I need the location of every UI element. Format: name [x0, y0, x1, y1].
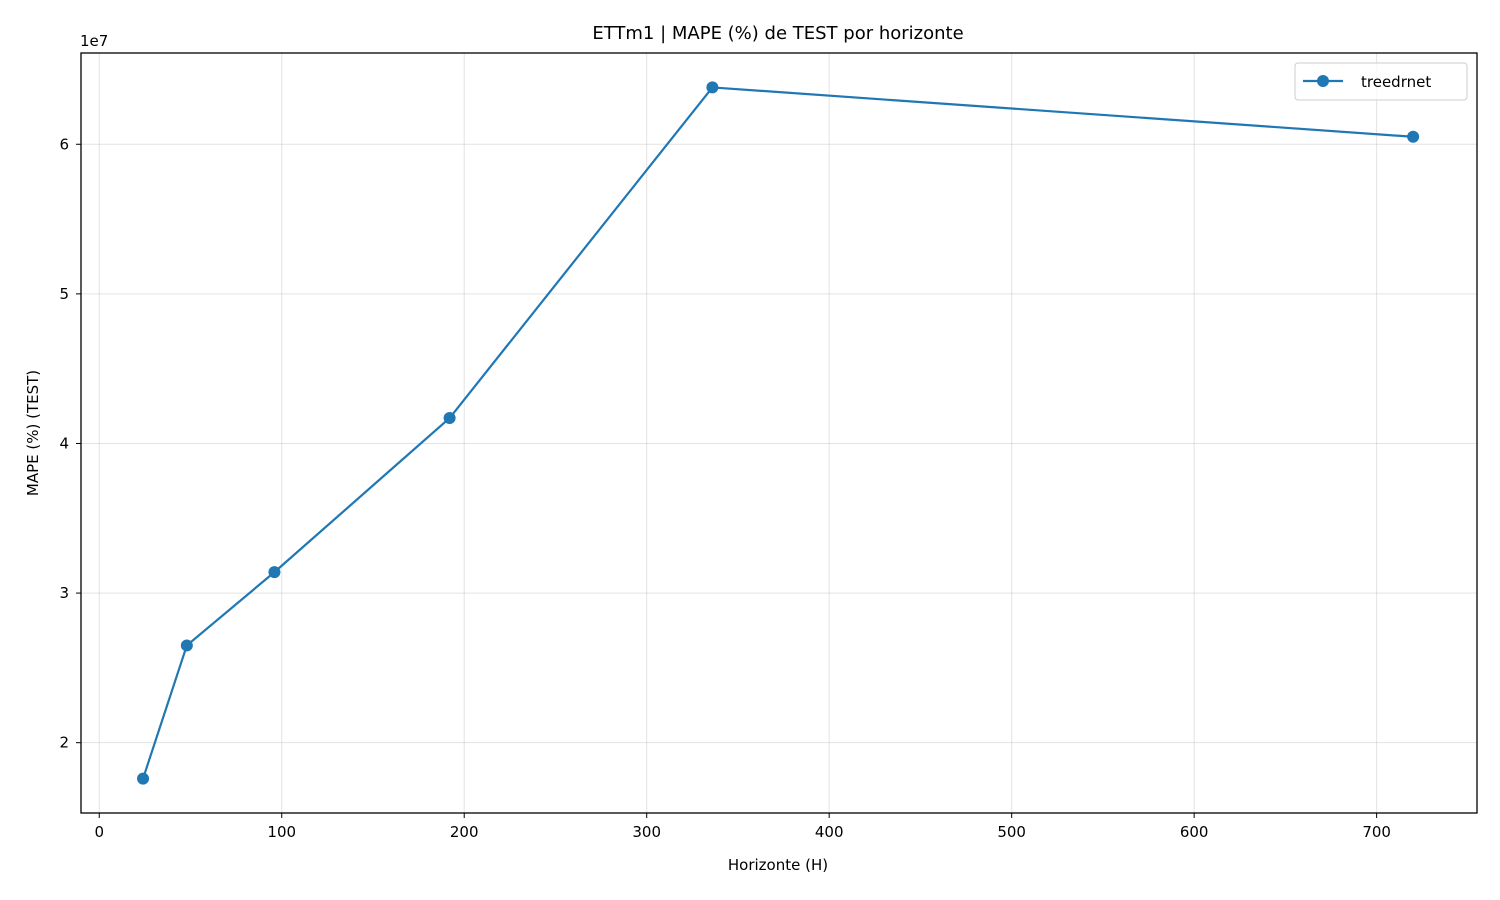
data-point [268, 566, 281, 579]
x-tick-label: 0 [94, 823, 104, 841]
y-axis-label: MAPE (%) (TEST) [24, 370, 42, 496]
x-tick-label: 600 [1180, 823, 1209, 841]
legend: treedrnet [1294, 62, 1468, 101]
x-tick-label: 200 [450, 823, 479, 841]
x-tick-label: 500 [997, 823, 1026, 841]
y-tick-label: 3 [59, 584, 69, 602]
y-axis-ticks: 2 3 4 5 6 [59, 135, 81, 752]
chart-title: ETTm1 | MAPE (%) de TEST por horizonte [592, 23, 963, 44]
data-point [443, 412, 456, 425]
x-tick-label: 400 [815, 823, 844, 841]
legend-label: treedrnet [1361, 73, 1431, 91]
x-tick-label: 300 [632, 823, 661, 841]
data-point [706, 81, 719, 94]
data-point [1407, 130, 1420, 143]
x-tick-label: 100 [267, 823, 296, 841]
grid [81, 53, 1477, 813]
series-line [141, 86, 1414, 779]
data-point [137, 772, 150, 785]
data-point [180, 639, 193, 652]
x-tick-label: 700 [1362, 823, 1391, 841]
y-tick-label: 6 [59, 135, 69, 153]
y-tick-label: 4 [59, 434, 69, 452]
series-layer [137, 81, 1420, 785]
x-axis-label: Horizonte (H) [728, 856, 828, 874]
plot-frame [80, 52, 1478, 814]
x-axis-ticks: 0 100 200 300 400 500 600 700 [94, 813, 1391, 841]
legend-point-marker [1317, 75, 1329, 87]
y-tick-label: 5 [59, 285, 69, 303]
y-tick-label: 2 [59, 734, 69, 752]
y-offset-label: 1e7 [80, 32, 108, 50]
legend-box [1294, 62, 1468, 101]
